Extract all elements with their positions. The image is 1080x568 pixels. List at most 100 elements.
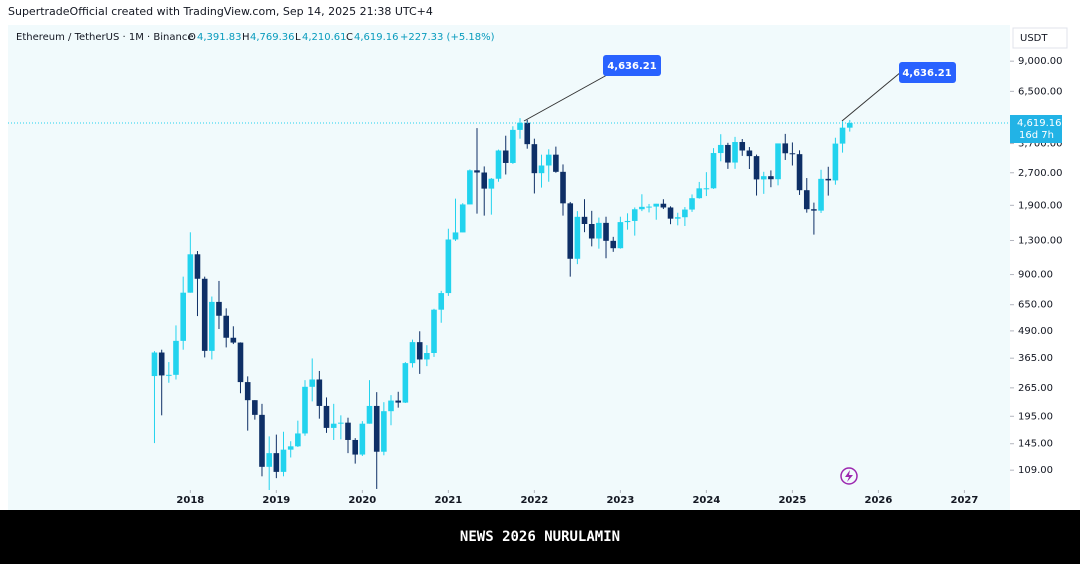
candle-body	[782, 143, 789, 154]
candle-body	[180, 292, 186, 341]
candle-body	[216, 301, 222, 316]
y-tick-label: 365.00	[1018, 353, 1053, 364]
candle-body	[703, 188, 710, 190]
candle-body	[775, 143, 781, 180]
candle-body	[768, 176, 774, 180]
candle-body	[309, 379, 316, 387]
candle-body	[359, 423, 366, 455]
candle-body	[295, 433, 301, 447]
h-key: H	[242, 32, 250, 43]
credit: SupertradeOfficial created with TradingV…	[8, 5, 433, 18]
candle-body	[266, 453, 273, 467]
candle-body	[588, 224, 595, 239]
currency[interactable]: USDT	[1020, 33, 1048, 44]
candle-body	[373, 405, 380, 452]
candle-body	[488, 178, 495, 189]
candle-body	[481, 172, 488, 189]
y-tick-label: 650.00	[1018, 300, 1053, 311]
event-icon[interactable]	[840, 467, 858, 485]
candle-body	[259, 414, 265, 467]
chart-bg	[8, 25, 1072, 510]
candle-body	[517, 122, 523, 130]
x-tick-label: 2023	[606, 495, 634, 506]
candle-body	[409, 342, 416, 364]
event-icon-bolt[interactable]	[845, 470, 853, 482]
x-tick-label: 2027	[950, 495, 978, 506]
candle-body	[631, 209, 638, 221]
y-tick-label: 145.00	[1018, 439, 1053, 450]
y-tick-label: 490.00	[1018, 326, 1053, 337]
y-tick-label: 9,000.00	[1018, 56, 1063, 67]
candle-body	[151, 352, 158, 377]
y-tick-label: 6,500.00	[1018, 86, 1063, 97]
x-tick-label: 2020	[348, 495, 376, 506]
footer: NEWS 2026 NURULAMIN	[460, 529, 620, 545]
y-tick-label: 109.00	[1018, 465, 1053, 476]
c-key: C	[346, 32, 353, 43]
candle-body	[624, 220, 631, 223]
candle-body	[173, 340, 179, 375]
candle-body	[431, 309, 437, 353]
candle-body	[696, 188, 703, 199]
candle-body	[438, 293, 445, 310]
candle-body	[674, 217, 681, 219]
candle-body	[682, 209, 688, 218]
x-tick-label: 2019	[262, 495, 290, 506]
candle-body	[381, 411, 387, 452]
candle-body	[725, 144, 731, 163]
candle-body	[158, 352, 165, 376]
plot: 109.00 145.00 195.00 265.00 365.00 490.00 650.…	[8, 56, 1063, 506]
candle-body	[352, 439, 359, 455]
o-key: O	[188, 32, 196, 43]
candle-body	[280, 449, 287, 472]
candle-body	[739, 142, 746, 151]
countdown: 16d 7h	[1019, 130, 1054, 141]
x-tick-label: 2018	[176, 495, 204, 506]
y-tick-label: 1,300.00	[1018, 235, 1063, 246]
y-tick-label: 265.00	[1018, 383, 1053, 394]
candle-body	[689, 198, 695, 210]
x-tick-label: 2022	[520, 495, 548, 506]
candle-body	[796, 154, 803, 191]
candle-body	[524, 122, 531, 145]
candle-body	[545, 154, 552, 166]
candle-body	[445, 239, 452, 294]
h-value: 4,769.36	[250, 32, 295, 43]
candle-body	[194, 254, 201, 279]
annotation: 4,636.21	[607, 61, 656, 72]
candle-body	[717, 144, 724, 154]
candle-body	[667, 207, 674, 219]
candle-body	[538, 165, 545, 174]
candle-body	[760, 176, 767, 180]
candle-body	[402, 363, 409, 403]
y-tick-label: 2,700.00	[1018, 168, 1063, 179]
candle-body	[574, 216, 581, 259]
annotation-box	[899, 62, 956, 83]
currency-box[interactable]	[1012, 27, 1068, 49]
candle-body	[803, 190, 810, 210]
annotation-line	[523, 69, 617, 122]
candle-body	[646, 206, 652, 208]
candle-body	[230, 337, 237, 343]
candle-body	[581, 216, 588, 225]
candle-body	[452, 232, 459, 240]
candle-body	[567, 203, 574, 259]
candle-body	[237, 342, 244, 383]
candle-body	[596, 222, 602, 239]
candle-body	[187, 254, 194, 293]
candle-body	[388, 400, 394, 412]
candle-body	[846, 122, 853, 128]
change: +227.33 (+5.18%)	[400, 32, 495, 43]
candle-body	[209, 301, 215, 351]
y-tick-label: 900.00	[1018, 270, 1053, 281]
candle-body	[732, 142, 738, 163]
candle-body	[531, 144, 538, 174]
x-tick-label: 2026	[864, 495, 892, 506]
o-value: 4,391.83	[197, 32, 242, 43]
candle-body	[839, 127, 846, 144]
candle-body	[818, 178, 824, 211]
candle-body	[746, 150, 753, 157]
candle-body	[510, 129, 516, 163]
